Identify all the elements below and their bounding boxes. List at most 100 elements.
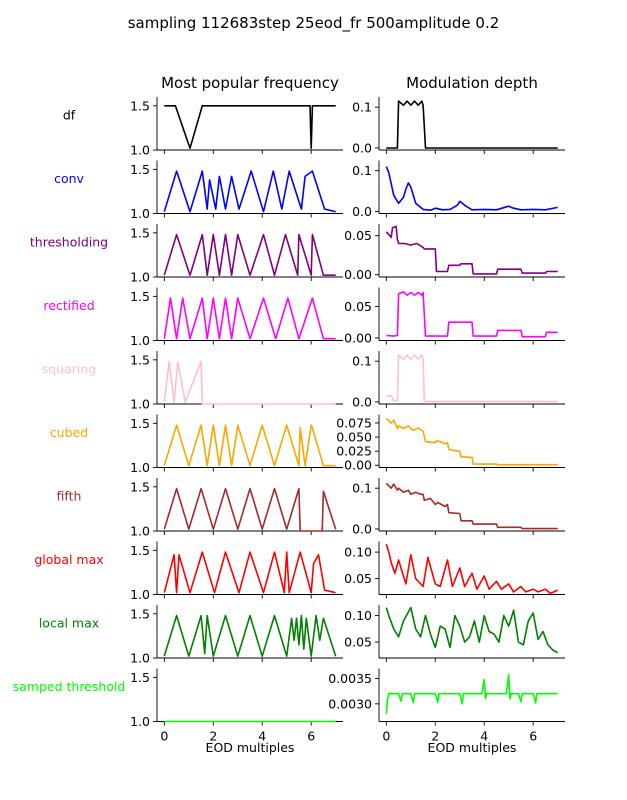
- y-tick-label: 0.1: [352, 354, 372, 369]
- y-tick-label: 1.5: [130, 98, 150, 113]
- panel-depth-3: 0.00 0.05: [344, 287, 565, 345]
- panel-frequency-5: 1.0 1.5: [130, 414, 343, 475]
- y-tick-label: 0.0: [352, 394, 372, 409]
- series-line-fifth-depth: [385, 482, 558, 530]
- series-line-thresholding-frequency: [163, 233, 336, 277]
- y-tick-label: 1.0: [130, 460, 150, 475]
- panel-frequency-9: 1.0 1.5 0 2 4 6: [130, 668, 343, 744]
- y-tick-label: 0.05: [344, 571, 372, 586]
- panel-frequency-3: 1.0 1.5: [130, 287, 343, 348]
- panel-frequency-1: 1.0 1.5: [130, 160, 343, 221]
- row-label-fifth: fifth: [57, 489, 82, 504]
- panel-depth-6: 0.0 0.1: [352, 478, 565, 536]
- y-tick-label: 1.5: [130, 225, 150, 240]
- series-line-local-max-frequency: [163, 614, 337, 658]
- y-tick-label: 1.5: [130, 543, 150, 558]
- left-x-axis-label: EOD multiples: [206, 740, 295, 755]
- y-tick-label: 0.1: [352, 100, 372, 115]
- series-line-fifth-frequency: [163, 487, 337, 532]
- series-line-cubed-frequency: [163, 424, 336, 467]
- y-tick-label: 1.5: [130, 479, 150, 494]
- x-tick-label: 0: [160, 729, 168, 744]
- series-line-rectified-depth: [386, 291, 558, 338]
- y-tick-label: 0.05: [344, 228, 372, 243]
- y-tick-label: 1.5: [130, 416, 150, 431]
- panel-frequency-0: 1.0 1.5: [130, 97, 343, 158]
- y-tick-label: 0.10: [344, 608, 372, 623]
- y-tick-label: 1.5: [130, 289, 150, 304]
- y-tick-label: 0.10: [344, 545, 372, 560]
- series-line-squaring-frequency: [163, 360, 336, 405]
- left-column-title: Most popular frequency: [161, 74, 339, 92]
- y-tick-label: 0.05: [344, 299, 372, 314]
- y-tick-label: 0.075: [336, 415, 372, 430]
- series-line-rectified-frequency: [163, 297, 336, 340]
- series-line-global-max-depth: [385, 543, 559, 595]
- row-label-samped-threshold: samped threshold: [13, 679, 126, 694]
- y-tick-label: 0.00: [344, 458, 372, 473]
- y-tick-label: 1.0: [130, 714, 150, 729]
- x-tick-label: 4: [480, 729, 488, 744]
- figure-title: sampling 112683step 25eod_fr 500amplitud…: [128, 14, 500, 33]
- row-label-rectified: rectified: [43, 298, 94, 313]
- panel-frequency-8: 1.0 1.5: [130, 605, 343, 666]
- series-line-conv-frequency: [163, 170, 336, 213]
- y-tick-label: 0.0035: [328, 671, 372, 686]
- y-tick-label: 0.0: [352, 521, 372, 536]
- series-line-squaring-depth: [386, 354, 558, 403]
- y-tick-label: 0.0: [352, 140, 372, 155]
- row-label-cubed: cubed: [50, 425, 88, 440]
- series-line-thresholding-depth: [385, 225, 558, 275]
- panel-frequency-7: 1.0 1.5: [130, 541, 343, 602]
- y-tick-label: 1.0: [130, 206, 150, 221]
- x-tick-label: 6: [529, 729, 537, 744]
- y-tick-label: 1.0: [130, 524, 150, 539]
- x-tick-label: 6: [307, 729, 315, 744]
- series-line-local-max-depth: [385, 606, 559, 654]
- right-x-axis-label: EOD multiples: [428, 740, 517, 755]
- right-column-title: Modulation depth: [406, 74, 538, 92]
- y-tick-label: 1.5: [130, 352, 150, 367]
- y-tick-label: 1.5: [130, 670, 150, 685]
- row-label-thresholding: thresholding: [30, 235, 108, 250]
- x-tick-label: 2: [431, 729, 439, 744]
- series-line-conv-depth: [385, 166, 558, 211]
- panel-frequency-2: 1.0 1.5: [130, 224, 343, 285]
- panel-depth-8: 0.05 0.10: [344, 605, 565, 662]
- row-label-df: df: [63, 108, 76, 123]
- row-label-local-max: local max: [39, 616, 99, 631]
- y-tick-label: 0.1: [352, 481, 372, 496]
- panel-depth-2: 0.00 0.05: [344, 224, 565, 282]
- y-tick-label: 1.0: [130, 333, 150, 348]
- row-label-conv: conv: [54, 171, 84, 186]
- series-line-df-frequency: [164, 105, 336, 149]
- row-label-global-max: global max: [34, 552, 103, 567]
- y-tick-label: 0.0030: [328, 696, 372, 711]
- series-line-df-depth: [386, 100, 558, 149]
- y-tick-label: 1.5: [130, 606, 150, 621]
- y-tick-label: 0.1: [352, 163, 372, 178]
- panel-depth-0: 0.0 0.1: [352, 97, 565, 155]
- y-tick-label: 1.0: [130, 270, 150, 285]
- y-tick-label: 0.05: [344, 635, 372, 650]
- panel-depth-7: 0.05 0.10: [344, 541, 565, 599]
- panel-frequency-6: 1.0 1.5: [130, 478, 343, 539]
- y-tick-label: 1.5: [130, 162, 150, 177]
- panel-depth-1: 0.0 0.1: [352, 160, 565, 219]
- panel-frequency-4: 1.0 1.5: [130, 351, 343, 412]
- series-line-global-max-frequency: [163, 551, 336, 594]
- y-tick-label: 0.00: [344, 267, 372, 282]
- y-tick-label: 0.025: [336, 444, 372, 459]
- panels: df 1.0 1.5 0.0 0.1 conv 1.0 1.5 0.0 0.1 thresholdi…: [13, 97, 565, 744]
- panel-depth-9: 0.0030 0.0035 0 2 4 6: [328, 668, 565, 744]
- row-label-squaring: squaring: [42, 362, 97, 377]
- series-line-cubed-depth: [385, 417, 558, 466]
- x-tick-label: 0: [382, 729, 390, 744]
- y-tick-label: 1.0: [130, 143, 150, 158]
- x-tick-label: 4: [258, 729, 266, 744]
- y-tick-label: 1.0: [130, 651, 150, 666]
- x-tick-label: 2: [209, 729, 217, 744]
- y-tick-label: 0.050: [336, 430, 372, 445]
